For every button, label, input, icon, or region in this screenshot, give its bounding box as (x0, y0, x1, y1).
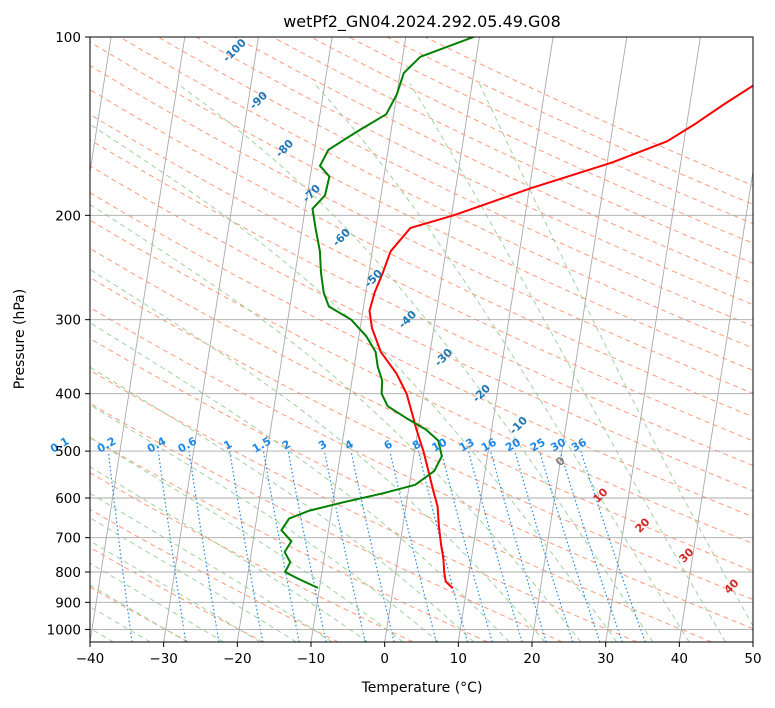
isotherm-line (384, 37, 480, 642)
moist-adiabat-line (90, 517, 297, 642)
moist-adiabat-line (90, 492, 333, 642)
x-tick-label: −10 (297, 651, 326, 667)
dry-adiabat-line (90, 192, 753, 518)
isotherm-line (236, 37, 333, 642)
y-tick-label: 400 (55, 387, 81, 403)
x-axis-label: Temperature (°C) (361, 680, 483, 696)
x-tick-label: −30 (149, 651, 178, 667)
dry-adiabat-line (90, 472, 414, 642)
temperature-profile (368, 84, 753, 589)
mixing-ratio-line (514, 450, 574, 642)
moist-adiabat-line (479, 83, 753, 628)
moist-adiabat-line (177, 83, 654, 642)
dry-adiabat-line (90, 219, 753, 545)
dry-adiabat-line (119, 37, 753, 349)
isotherm-line (163, 37, 259, 642)
background-lines (90, 37, 753, 642)
mixing-ratio-line (490, 450, 547, 642)
y-tick-label: 300 (55, 313, 81, 329)
dewpoint-profile (280, 37, 475, 589)
y-tick-label: 500 (55, 444, 81, 460)
moist-adiabat-line (90, 268, 546, 642)
y-tick-label: 100 (55, 30, 81, 46)
y-axis: 100 200 300 400 500 600 700 800 900 1000 (47, 30, 90, 638)
dry-adiabat-line (90, 277, 753, 601)
x-tick-label: −40 (76, 651, 105, 667)
y-tick-label: 1000 (47, 622, 81, 638)
isotherm-line (457, 37, 554, 642)
mixing-ratio-line (440, 450, 493, 642)
y-tick-label: 800 (55, 565, 81, 581)
dry-adiabat-line (157, 37, 753, 327)
mixing-ratio-line (262, 451, 300, 642)
plot-frame (89, 36, 754, 643)
isotherm-line (90, 37, 186, 642)
x-tick-label: 50 (744, 651, 761, 667)
mixing-ratio-line (580, 450, 646, 642)
moist-adiabat-line (90, 404, 439, 642)
mixing-ratio-line (323, 450, 366, 642)
y-tick-label: 600 (55, 491, 81, 507)
isotherm-line (678, 168, 753, 642)
x-tick-label: 10 (450, 651, 467, 667)
moist-adiabat-line (409, 83, 726, 642)
mixing-ratio-line (559, 450, 623, 642)
y-tick-label: 900 (55, 595, 81, 611)
x-tick-label: 30 (597, 651, 614, 667)
moist-adiabat-line (90, 366, 475, 642)
moist-adiabat-line (90, 540, 261, 642)
moist-adiabat-line (314, 83, 690, 642)
x-tick-label: 0 (380, 651, 389, 667)
isotherm-line (605, 37, 701, 642)
mixing-ratio-line (350, 450, 395, 642)
y-tick-label: 200 (55, 208, 81, 224)
dry-adiabat-line (90, 64, 753, 394)
x-tick-label: 20 (523, 651, 540, 667)
dry-adiabat-line (90, 546, 264, 642)
moist-adiabat-line (90, 606, 151, 642)
mixing-ratio-line (538, 450, 601, 642)
mixing-ratio-line (389, 450, 437, 642)
x-axis: −40 −30 −20 −10 0 10 20 30 40 50 (76, 642, 762, 667)
dry-adiabat-line (90, 402, 563, 642)
dry-adiabat-line (90, 436, 488, 642)
moist-adiabat-line (90, 466, 368, 642)
isotherm-line (90, 37, 112, 175)
sounding-profiles (280, 37, 753, 589)
dry-adiabat-line (90, 307, 753, 630)
mixing-ratio-line (417, 450, 469, 642)
dry-adiabat-line (90, 165, 753, 492)
x-tick-label: −20 (223, 651, 252, 667)
y-axis-label: Pressure (hPa) (12, 289, 28, 389)
x-tick-label: 40 (671, 651, 688, 667)
mixing-ratio-line (157, 451, 187, 642)
dry-adiabat-line (90, 337, 712, 642)
isotherm-line (531, 37, 628, 642)
mixing-ratio-line (188, 451, 220, 642)
moist-adiabat-line (90, 437, 404, 642)
mixing-ratio-line (467, 450, 523, 642)
dry-adiabat-line (234, 37, 753, 285)
dry-adiabat-line (90, 113, 753, 442)
y-tick-label: 700 (55, 531, 81, 547)
moist-adiabat-line (90, 562, 224, 642)
chart-title: wetPf2_GN04.2024.292.05.49.G08 (283, 12, 561, 32)
mixing-ratio-line (287, 450, 327, 642)
mixing-ratio-line (107, 451, 133, 642)
dry-adiabat-line (90, 508, 339, 642)
moist-adiabat-line (90, 322, 510, 642)
